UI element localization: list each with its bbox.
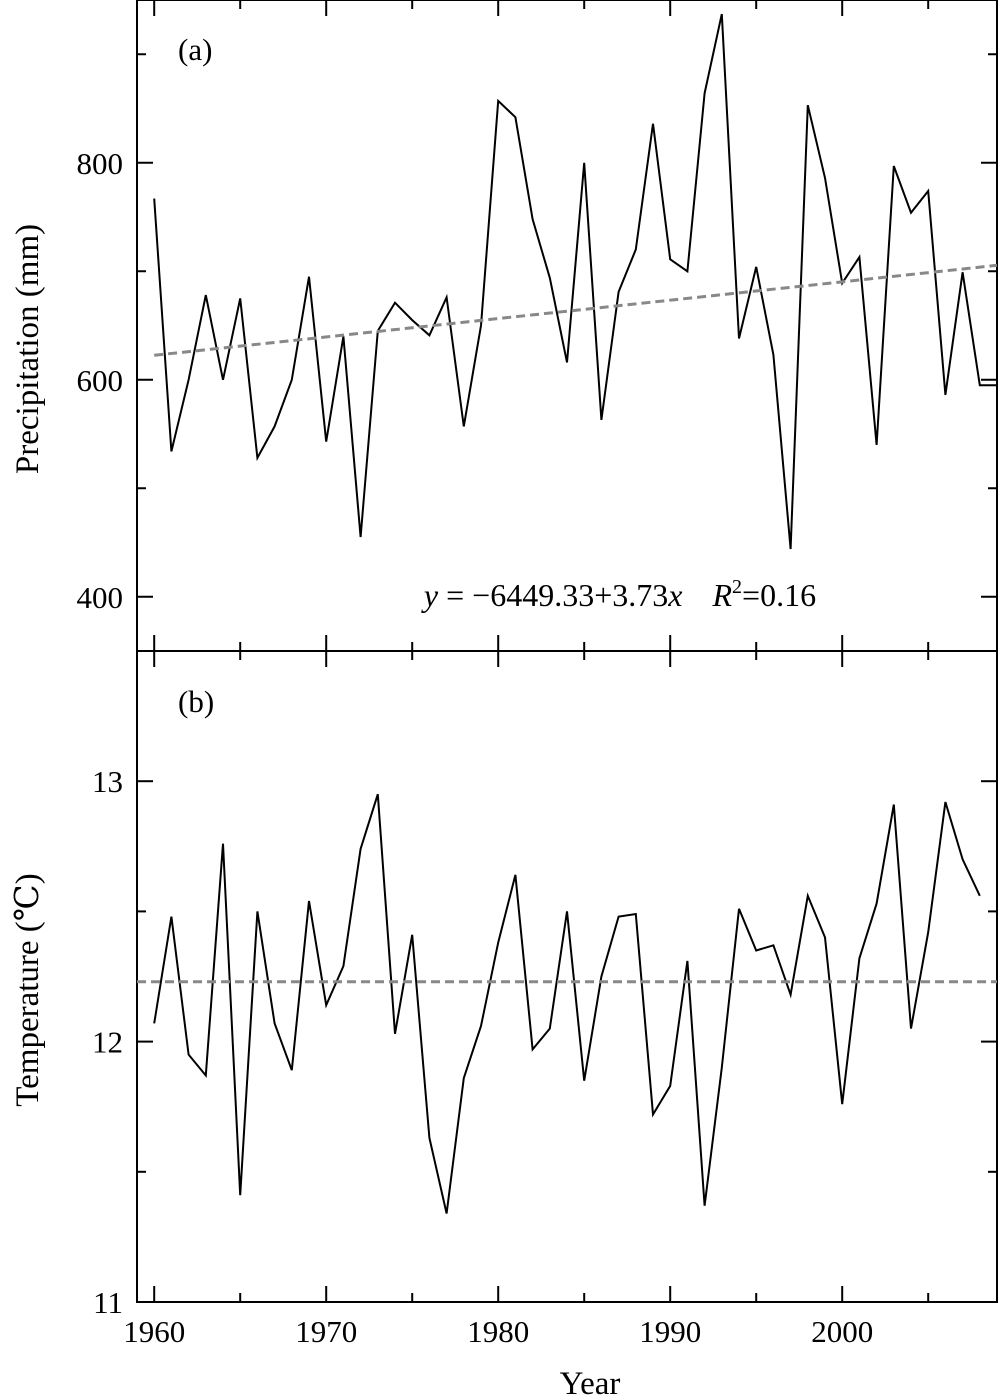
equation-x-var: x <box>667 577 682 613</box>
reference-line <box>154 263 998 357</box>
panel-a-x-ticks <box>153 0 930 651</box>
y-tick-label: 13 <box>92 764 123 799</box>
y-tick-label: 800 <box>77 146 124 181</box>
y-tick-label: 12 <box>92 1025 123 1060</box>
series-line <box>153 13 997 550</box>
panel-b-y-ticks: 11 12 13 <box>92 764 997 1320</box>
panel-b-series <box>137 793 997 1214</box>
x-axis-title: Year <box>560 1366 621 1399</box>
panel-a: (a) Precipitation (mm) 400 600 800 y = −64… <box>10 0 998 652</box>
regression-equation: y = −6449.33+3.73x R2=0.16 <box>421 576 816 613</box>
panel-b-frame <box>136 650 998 1303</box>
series-line <box>153 793 981 1214</box>
x-tick-label: 1980 <box>467 1314 529 1349</box>
panel-a-label: (a) <box>178 32 212 67</box>
panel-b-ylabel: Temperature (℃) <box>10 873 46 1106</box>
panel-b-x-ticks: 1960 1970 1980 1990 2000 <box>123 651 930 1349</box>
y-tick-label: 400 <box>77 580 124 615</box>
equation-r-value: =0.16 <box>742 577 816 613</box>
panel-b-label: (b) <box>178 684 214 719</box>
panel-a-y-ticks: 400 600 800 <box>77 53 997 615</box>
equation-body: = −6449.33+3.73 <box>438 577 668 613</box>
equation-r-sup: 2 <box>732 576 742 598</box>
equation-r-var: R <box>711 577 732 613</box>
panel-a-ylabel: Precipitation (mm) <box>10 224 46 474</box>
panel-a-series <box>153 13 998 550</box>
panel-a-frame <box>136 0 998 652</box>
x-tick-label: 2000 <box>811 1314 873 1349</box>
equation-y-var: y <box>421 577 439 613</box>
x-tick-label: 1990 <box>639 1314 701 1349</box>
y-tick-label: 600 <box>77 363 124 398</box>
x-tick-label: 1960 <box>123 1314 185 1349</box>
x-tick-label: 1970 <box>295 1314 357 1349</box>
y-tick-label: 11 <box>93 1285 123 1320</box>
